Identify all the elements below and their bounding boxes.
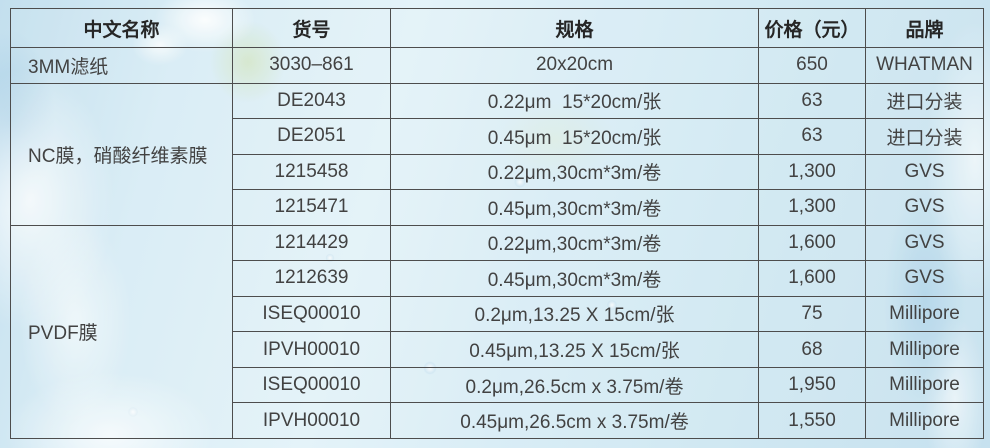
cell-catalog: DE2043 bbox=[232, 82, 391, 120]
column-header-catalog-number: 货号 bbox=[232, 8, 391, 48]
table-row: DE2051 0.45μm 15*20cm/张 63 进口分装 bbox=[11, 118, 984, 155]
cell-category: 3MM滤纸 bbox=[10, 47, 233, 84]
cell-catalog: ISEQ00010 bbox=[232, 366, 391, 404]
table-row: PVDF膜 1214429 0.22μm,30cm*3m/卷 1,600 GVS bbox=[10, 224, 984, 440]
cell-catalog: IPVH00010 bbox=[232, 331, 391, 368]
cell-spec: 0.45μm,30cm*3m/卷 bbox=[390, 260, 759, 297]
cell-price: 650 bbox=[758, 47, 866, 84]
cell-spec: 0.2μm,26.5cm x 3.75m/卷 bbox=[390, 366, 759, 404]
column-header-brand: 品牌 bbox=[865, 8, 984, 48]
cell-brand: GVS bbox=[865, 224, 984, 262]
cell-catalog: DE2051 bbox=[232, 118, 391, 155]
table-row: 3MM滤纸 3030–861 20x20cm 650 WHATMAN bbox=[10, 47, 984, 84]
cell-price: 63 bbox=[758, 82, 866, 120]
cell-spec: 20x20cm bbox=[390, 47, 759, 84]
cell-price: 1,300 bbox=[758, 153, 866, 191]
cell-price: 1,550 bbox=[758, 402, 866, 439]
column-header-chinese-name: 中文名称 bbox=[10, 8, 233, 48]
cell-spec: 0.45μm,13.25 X 15cm/张 bbox=[390, 331, 759, 368]
table-row: IPVH00010 0.45μm,26.5cm x 3.75m/卷 1,550 … bbox=[11, 402, 984, 439]
cell-price: 63 bbox=[758, 118, 866, 155]
cell-spec: 0.45μm 15*20cm/张 bbox=[390, 118, 759, 155]
cell-catalog: 1214429 bbox=[232, 224, 391, 262]
cell-spec: 0.22μm 15*20cm/张 bbox=[390, 82, 759, 120]
cell-catalog: 3030–861 bbox=[232, 47, 391, 84]
cell-brand: Millipore bbox=[865, 331, 984, 368]
cell-brand: WHATMAN bbox=[865, 47, 984, 84]
cell-brand: GVS bbox=[865, 260, 984, 297]
cell-price: 1,950 bbox=[758, 366, 866, 404]
table-row: IPVH00010 0.45μm,13.25 X 15cm/张 68 Milli… bbox=[11, 331, 984, 368]
table-row: ISEQ00010 0.2μm,26.5cm x 3.75m/卷 1,950 M… bbox=[11, 366, 984, 404]
cell-catalog: ISEQ00010 bbox=[232, 295, 391, 333]
cell-catalog: 1215458 bbox=[232, 153, 391, 191]
cell-spec: 0.45μm,26.5cm x 3.75m/卷 bbox=[390, 402, 759, 439]
cell-brand: 进口分装 bbox=[865, 82, 984, 120]
cell-spec: 0.22μm,30cm*3m/卷 bbox=[390, 153, 759, 191]
header-row: 中文名称 货号 规格 价格（元） 品牌 bbox=[10, 8, 984, 48]
column-header-price: 价格（元） bbox=[758, 8, 866, 48]
cell-brand: GVS bbox=[865, 189, 984, 226]
cell-price: 1,300 bbox=[758, 189, 866, 226]
cell-price: 1,600 bbox=[758, 260, 866, 297]
cell-price: 68 bbox=[758, 331, 866, 368]
cell-brand: Millipore bbox=[865, 402, 984, 439]
cell-price: 75 bbox=[758, 295, 866, 333]
table-row: NC膜，硝酸纤维素膜 DE2043 0.22μm 15*20cm/张 63 进口… bbox=[10, 82, 984, 226]
cell-spec: 0.2μm,13.25 X 15cm/张 bbox=[390, 295, 759, 333]
cell-spec: 0.45μm,30cm*3m/卷 bbox=[390, 189, 759, 226]
cell-category: NC膜，硝酸纤维素膜 bbox=[10, 82, 233, 226]
cell-price: 1,600 bbox=[758, 224, 866, 262]
cell-catalog: 1212639 bbox=[232, 260, 391, 297]
column-header-specification: 规格 bbox=[390, 8, 759, 48]
cell-catalog: IPVH00010 bbox=[232, 402, 391, 439]
cell-brand: Millipore bbox=[865, 295, 984, 333]
table-row: ISEQ00010 0.2μm,13.25 X 15cm/张 75 Millip… bbox=[11, 295, 984, 333]
cell-category: PVDF膜 bbox=[10, 224, 233, 440]
cell-brand: 进口分装 bbox=[865, 118, 984, 155]
cell-brand: Millipore bbox=[865, 366, 984, 404]
product-price-table: 中文名称 货号 规格 价格（元） 品牌 3MM滤纸 3030–861 20x20… bbox=[10, 8, 984, 440]
table-row: 1212639 0.45μm,30cm*3m/卷 1,600 GVS bbox=[11, 260, 984, 297]
cell-brand: GVS bbox=[865, 153, 984, 191]
cell-catalog: 1215471 bbox=[232, 189, 391, 226]
cell-spec: 0.22μm,30cm*3m/卷 bbox=[390, 224, 759, 262]
